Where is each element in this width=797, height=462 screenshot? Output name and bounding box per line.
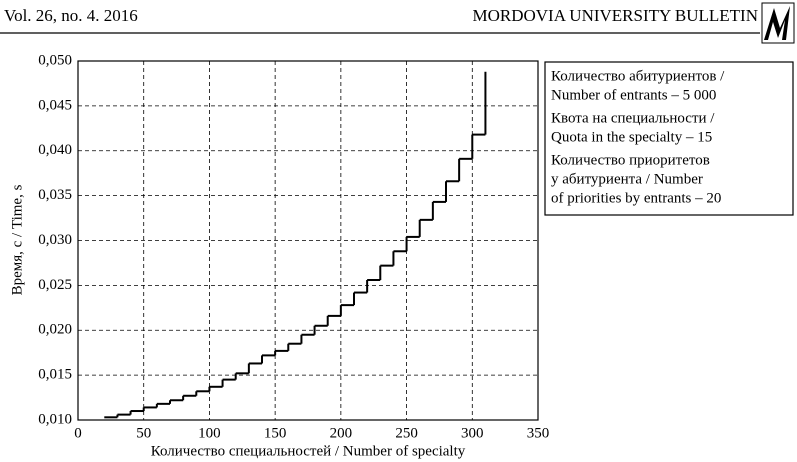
x-tick-label: 50	[136, 425, 151, 441]
logo	[761, 2, 795, 44]
x-tick-label: 150	[264, 425, 287, 441]
x-tick-label: 0	[74, 425, 82, 441]
y-tick-label: 0,030	[38, 232, 72, 248]
legend-text: у абитуриента / Number	[551, 171, 703, 187]
plot-frame	[77, 60, 539, 421]
y-tick-label: 0,050	[38, 52, 72, 68]
legend-text: Number of entrants – 5 000	[551, 87, 716, 103]
y-axis-label: Время, с / Time, s	[9, 184, 25, 295]
y-tick-label: 0,020	[38, 322, 72, 338]
legend-text: Quota in the specialty – 15	[551, 129, 712, 145]
x-tick-label: 350	[527, 425, 550, 441]
y-tick-label: 0,015	[38, 367, 72, 383]
x-tick-label: 200	[330, 425, 353, 441]
y-tick-label: 0,025	[38, 277, 72, 293]
legend-text: Квота на специальности /	[551, 110, 715, 126]
y-tick-label: 0,045	[38, 97, 72, 113]
y-tick-label: 0,040	[38, 142, 72, 158]
y-tick-label: 0,035	[38, 187, 72, 203]
legend-text: of priorities by entrants – 20	[551, 190, 721, 206]
x-tick-label: 250	[395, 425, 418, 441]
x-tick-label: 100	[198, 425, 221, 441]
x-tick-label: 300	[461, 425, 484, 441]
header-left: Vol. 26, no. 4. 2016	[4, 6, 138, 25]
y-tick-label: 0,010	[38, 411, 72, 427]
header-right: MORDOVIA UNIVERSITY BULLETIN	[472, 6, 758, 25]
legend-text: Количество приоритетов	[551, 152, 710, 168]
x-axis-label: Количество специальностей / Number of sp…	[151, 443, 466, 459]
legend-box	[544, 61, 794, 216]
legend-text: Количество абитуриентов /	[551, 68, 725, 84]
